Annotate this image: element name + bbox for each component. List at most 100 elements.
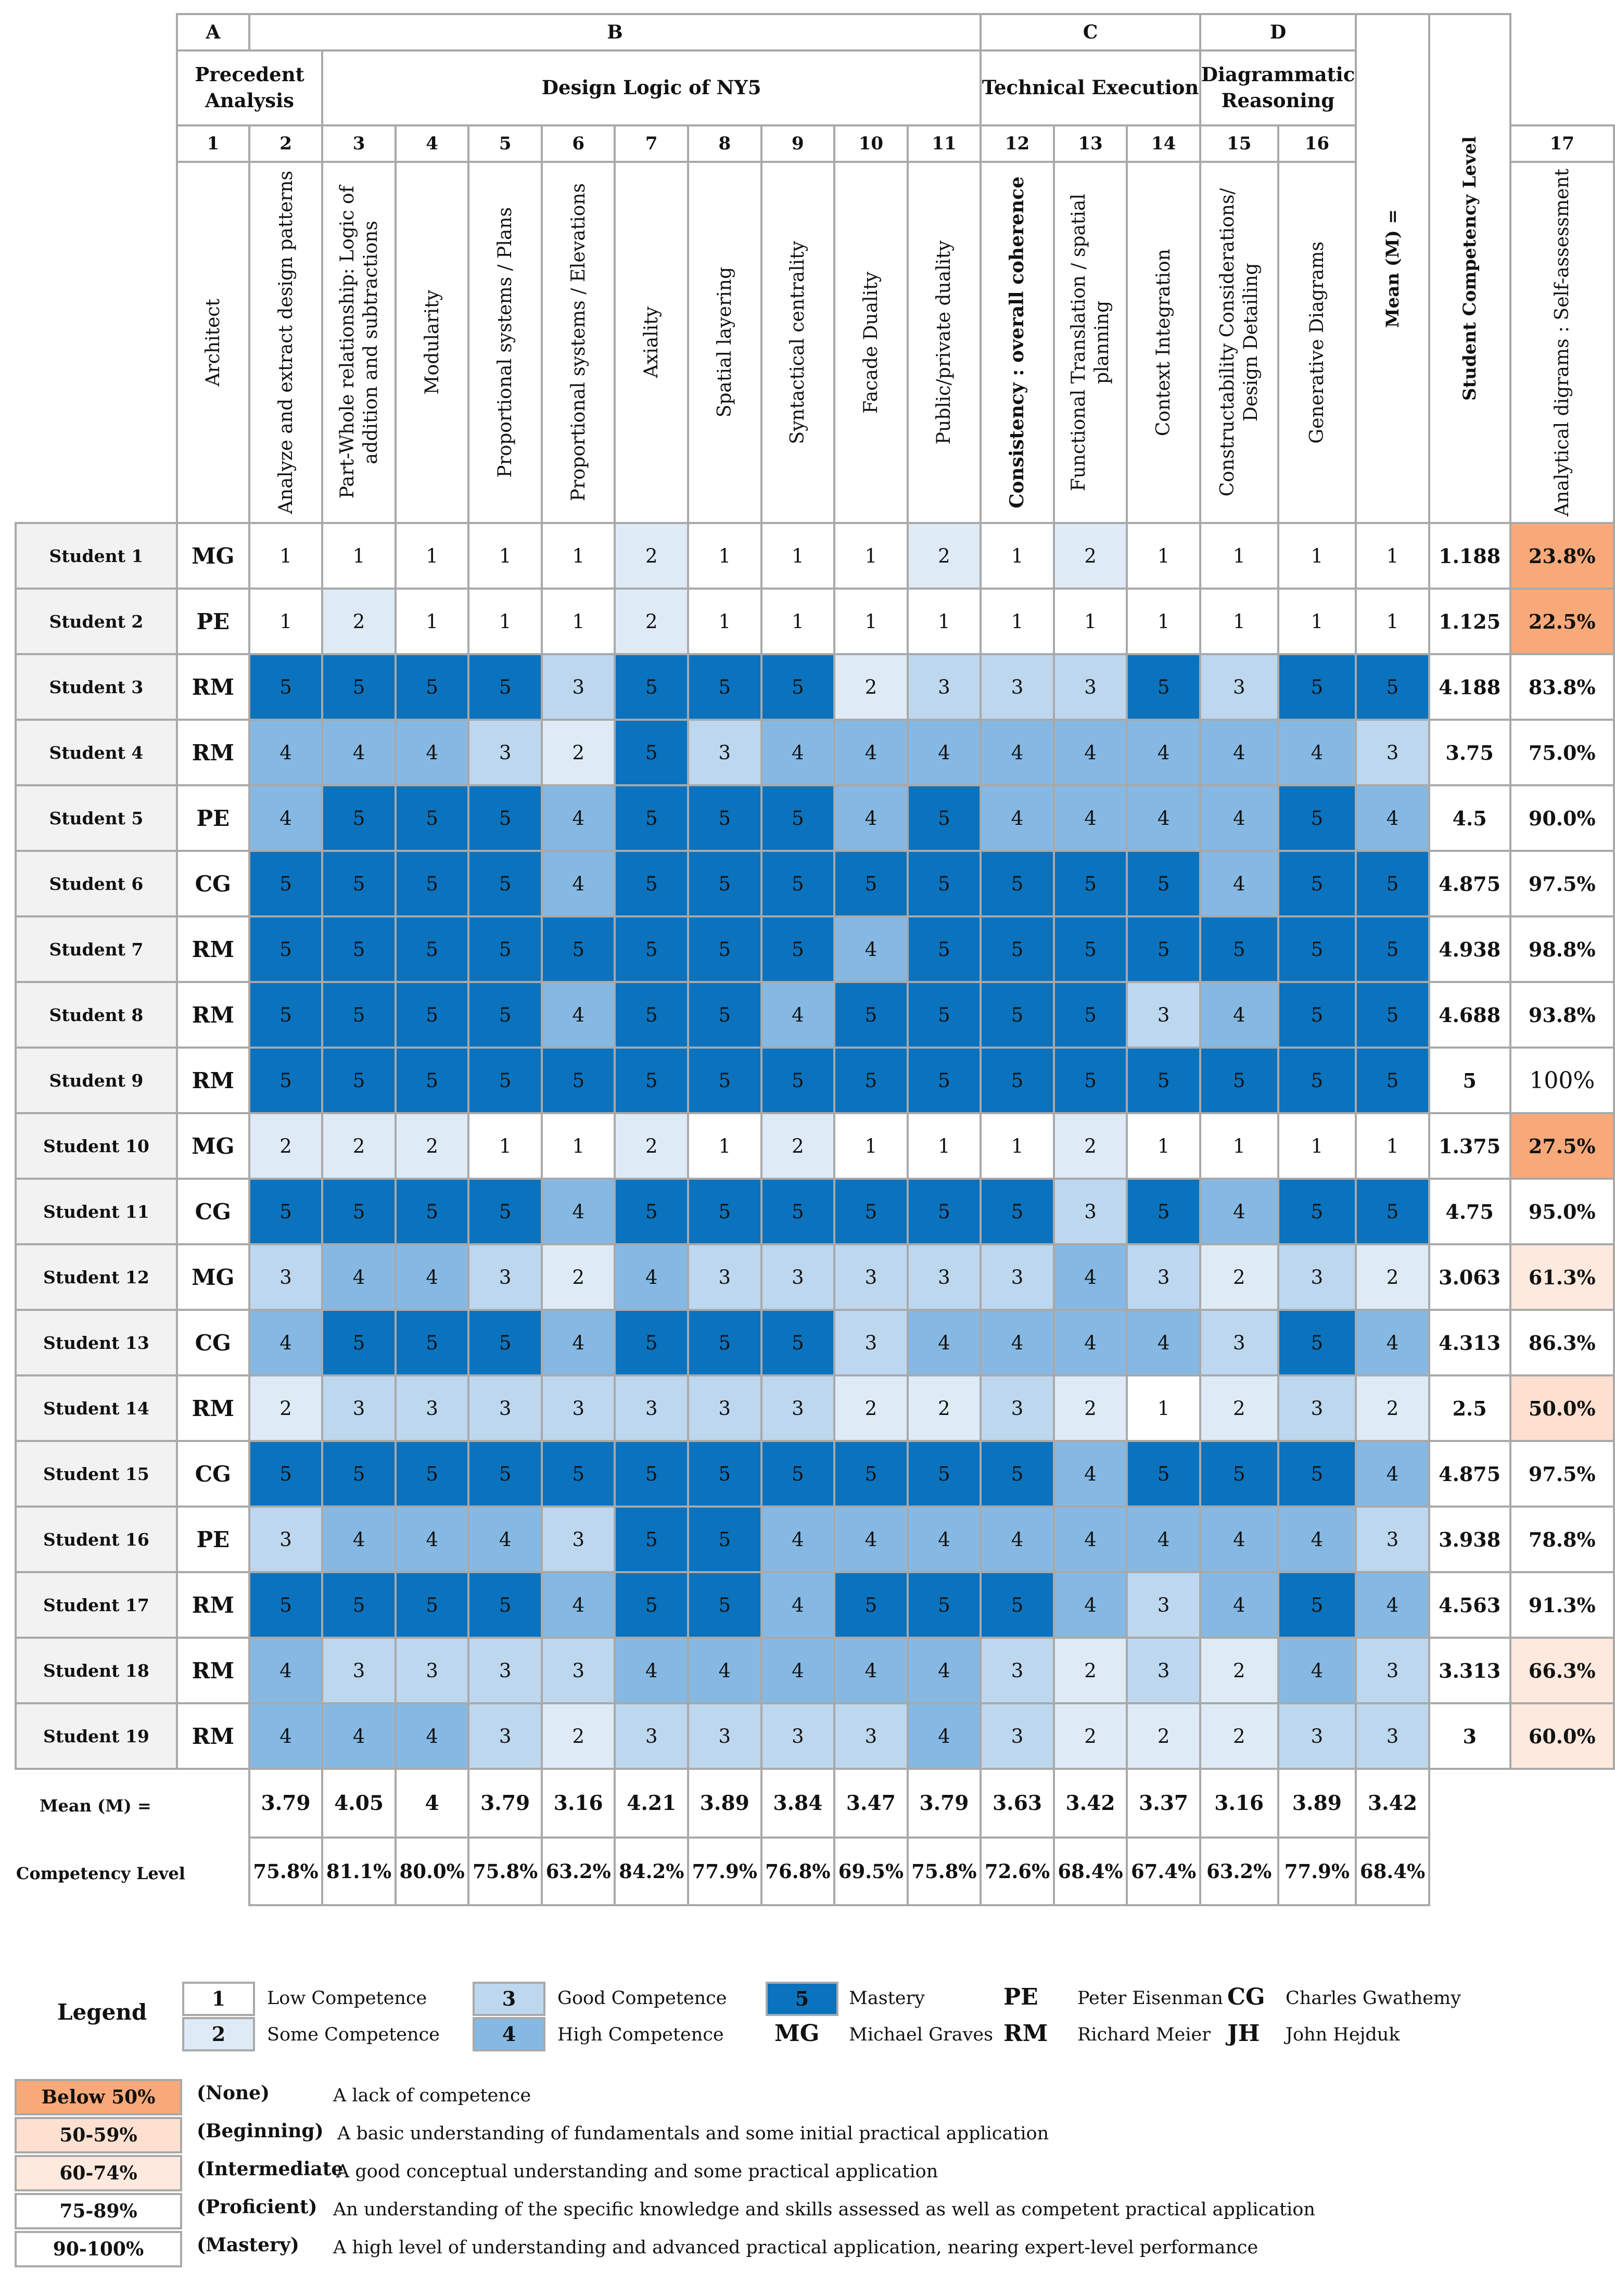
criterion-label-row: Architect Analyze and extract design pat… [16,161,1615,524]
score-cell: 3 [1355,1637,1430,1704]
score-cell: 5 [906,1047,982,1114]
score-cell: 1 [906,588,982,655]
score-cell: 5 [687,784,762,852]
score-cell: 3 [1277,1374,1357,1442]
score-cell: 5 [248,1440,324,1508]
architect-code: RM [175,1374,250,1442]
score-cell: 5 [687,1178,762,1245]
competency-table: A B C D Mean (M) = Student Competency Le… [15,13,1615,1906]
score-cell: 3 [467,1637,543,1704]
score-cell: 5 [833,1571,909,1639]
student-name: Student 14 [15,1374,178,1442]
score-cell: 5 [467,653,543,721]
table-row: Student 18 RM 4 3 3 3 3 4 4 4 4 4 3 2 3 2 4 3 3.313 66.3% [15,1637,1615,1704]
criterion-level: 80.0% [394,1836,470,1906]
criterion-level: 81.1% [321,1836,397,1906]
score-cell: 5 [1126,1178,1201,1245]
score-cell: 5 [906,1571,982,1639]
mean-header: Mean (M) = [1382,209,1403,328]
criterion-mean: 3.42 [1052,1768,1128,1839]
score-cell: 3 [614,1702,690,1770]
legend-name-pe: Peter Eisenman [1077,1988,1223,2009]
score-cell: 4 [1199,981,1279,1049]
criterion-level: 63.2% [540,1836,616,1906]
score-cell: 5 [540,915,616,983]
student-level: 66.3% [1509,1637,1615,1704]
score-cell: 3 [760,1243,836,1311]
criterion-number: 10 [833,124,909,163]
score-cell: 1 [1199,522,1279,590]
student-mean: 2.5 [1428,1374,1511,1442]
level-name: (Mastery) [197,2234,299,2256]
score-cell: 3 [248,1243,324,1311]
score-cell: 5 [760,1309,836,1376]
student-level: 61.3% [1509,1243,1615,1311]
legend-label-1: Low Competence [267,1988,427,2009]
score-cell: 5 [321,850,397,917]
architect-column-header: Architect [175,161,250,524]
criterion-label: Functional Translation / spatial plannin… [1068,194,1113,491]
criterion-header: Spatial layering [687,161,762,524]
score-cell: 1 [687,588,762,655]
level-name: (Intermediate [197,2158,344,2180]
legend-title: Legend [57,1999,147,2025]
score-cell: 3 [980,1637,1055,1704]
student-name: Student 10 [15,1112,178,1180]
section-a-letter: A [175,13,250,52]
score-cell: 1 [1126,522,1201,590]
table-row: Student 10 MG 2 2 2 1 1 2 1 2 1 1 1 2 1 1 1 1 1.375 27.5% [15,1112,1615,1180]
legend: Legend 1 Low Competence 2 Some Competenc… [15,1972,1576,2063]
score-cell: 5 [321,981,397,1049]
student-mean: 3.938 [1428,1506,1511,1573]
criterion-number-row: 1 2 3 4 5 6 7 8 9 10 11 12 13 14 15 16 17 [16,124,1615,163]
score-cell: 4 [540,1309,616,1376]
score-cell: 4 [1052,1440,1128,1508]
score-cell: 3 [540,1374,616,1442]
score-cell: 5 [467,1571,543,1639]
criterion-level-label: Competency Level [16,1864,185,1883]
level-name: (None) [197,2082,270,2104]
student-mean: 4.188 [1428,653,1511,721]
table-body: A B C D Mean (M) = Student Competency Le… [15,13,1615,1906]
score-cell: 4 [1199,719,1279,786]
criterion-label: Consistency : overall coherence [1006,176,1028,508]
score-cell: 4 [1126,1309,1201,1376]
score-cell: 4 [1052,1243,1128,1311]
score-cell: 4 [687,1637,762,1704]
level-description: A basic understanding of fundamentals an… [337,2123,1049,2144]
score-cell: 5 [394,1047,470,1114]
table-row: Student 14 RM 2 3 3 3 3 3 3 3 2 2 3 2 1 2 3 2 2.5 50.0% [15,1374,1615,1442]
score-cell: 1 [1126,1374,1201,1442]
score-cell: 3 [760,1374,836,1442]
score-cell: 5 [980,1440,1055,1508]
score-cell: 5 [1277,784,1357,852]
score-cell: 5 [1126,653,1201,721]
score-cell: 1 [467,1112,543,1180]
score-cell: 4 [1126,719,1201,786]
criterion-mean: 3.42 [1355,1768,1430,1839]
score-cell: 3 [1277,1702,1357,1770]
score-cell: 4 [394,1506,470,1573]
score-cell: 5 [394,653,470,721]
criterion-header: Consistency : overall coherence [980,161,1055,524]
score-cell: 4 [1052,719,1128,786]
student-name: Student 8 [15,981,178,1049]
score-cell: 3 [540,1506,616,1573]
table-row: Student 9 RM 5 5 5 5 5 5 5 5 5 5 5 5 5 5 5 5 5 100% [15,1047,1615,1114]
score-cell: 5 [1355,915,1430,983]
score-cell: 3 [467,1243,543,1311]
score-cell: 2 [248,1112,324,1180]
score-cell: 2 [833,653,909,721]
legend-label-4: High Competence [557,2024,724,2045]
criterion-number: 16 [1277,124,1357,163]
score-cell: 5 [321,1440,397,1508]
score-cell: 5 [1199,1047,1279,1114]
score-cell: 1 [1126,588,1201,655]
score-cell: 5 [1052,981,1128,1049]
level-row-none: Below 50% (None) A lack of competence [15,2079,1576,2115]
legend-name-jh: John Hejduk [1286,2024,1400,2045]
score-cell: 5 [1199,915,1279,983]
table-row: Student 1 MG 1 1 1 1 1 2 1 1 1 2 1 2 1 1 1 1 1.188 23.8% [15,522,1615,590]
score-cell: 1 [248,588,324,655]
score-cell: 5 [467,1440,543,1508]
